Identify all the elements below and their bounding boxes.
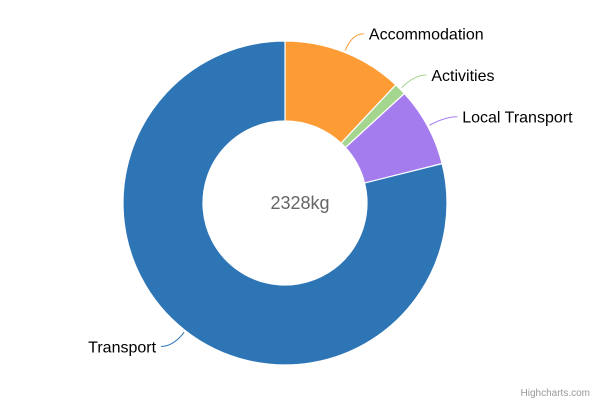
label-transport: Transport	[88, 339, 156, 356]
connector-transport	[161, 331, 185, 347]
connector-accommodation	[344, 33, 364, 51]
label-local-transport: Local Transport	[462, 110, 573, 127]
slices-group	[122, 40, 448, 366]
connector-activities	[401, 74, 427, 89]
slice-transport[interactable]	[122, 40, 448, 366]
credits-link[interactable]: Highcharts.com	[521, 388, 590, 399]
center-total-label: 2328kg	[270, 193, 329, 213]
labels-group: Accommodation Activities Local Transport Tr…	[88, 27, 573, 357]
label-accommodation: Accommodation	[369, 27, 484, 44]
label-activities: Activities	[431, 68, 494, 85]
connector-local-transport	[429, 116, 458, 126]
